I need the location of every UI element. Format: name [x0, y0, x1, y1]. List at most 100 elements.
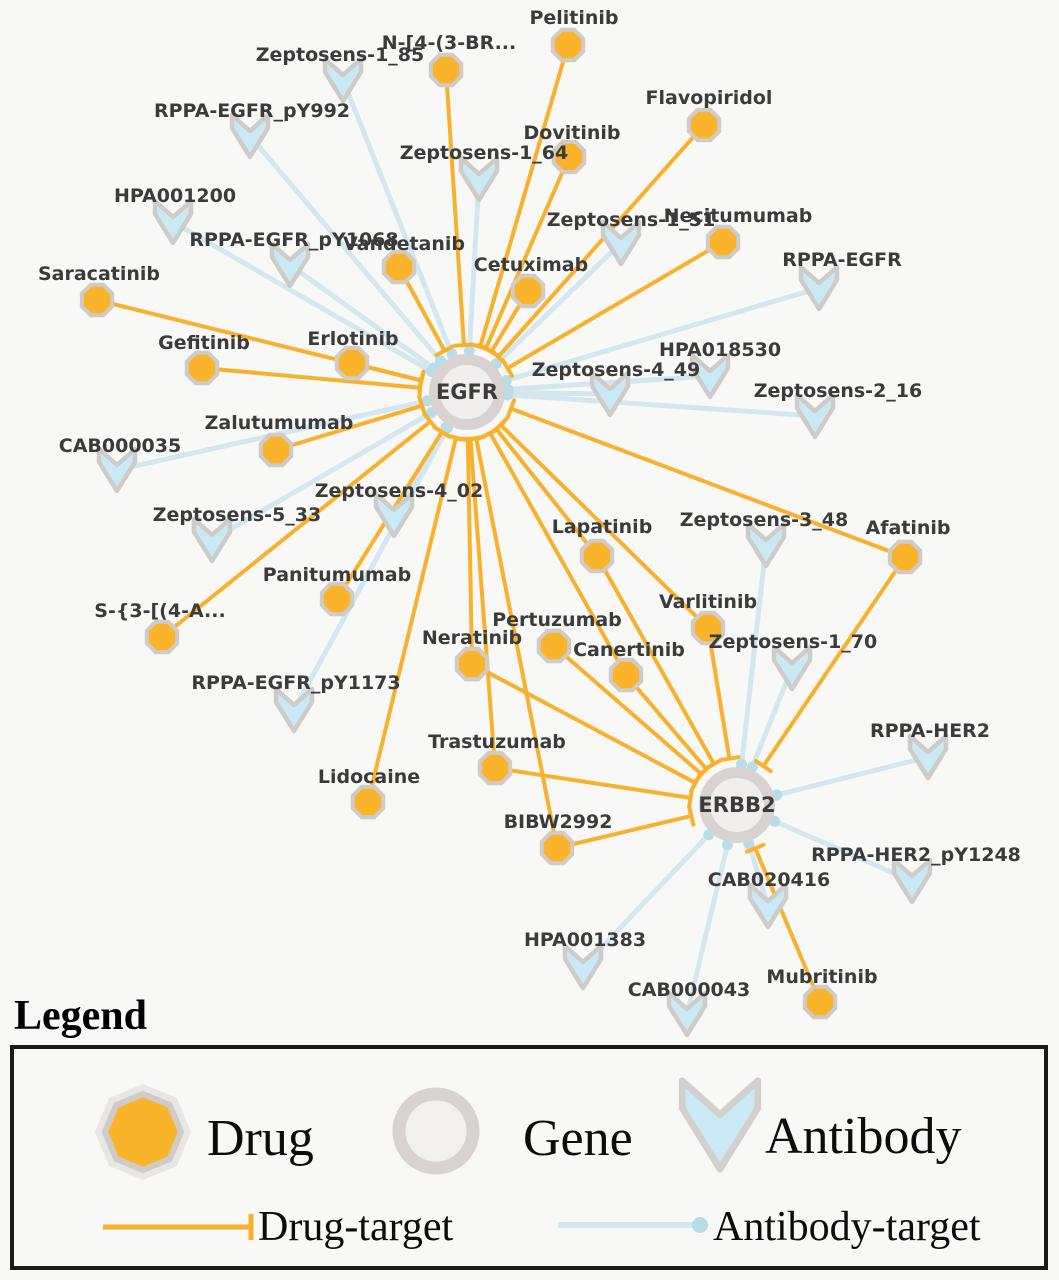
- node-label: Flavopiridol: [646, 87, 773, 109]
- node-label: RPPA-EGFR_pY992: [154, 100, 350, 122]
- drug-target-edge: [474, 437, 559, 849]
- antibody-target-edge: [507, 392, 816, 419]
- drug-edge-tee: [687, 805, 696, 827]
- drug-target-edge: [494, 427, 599, 558]
- drug-target-legend-label: Drug-target: [258, 1204, 454, 1250]
- antibody-node: [771, 644, 813, 692]
- antibody-node: [191, 516, 233, 564]
- drug-node: [319, 581, 355, 617]
- antibody-node: [589, 370, 631, 418]
- node-label: BIBW2992: [504, 811, 613, 833]
- drug-node: [536, 628, 572, 664]
- drug-node: [802, 984, 838, 1020]
- antibody-edge-dot: [463, 345, 475, 357]
- drug-node: [510, 273, 546, 309]
- node-label: HPA001383: [524, 929, 646, 951]
- node-label: S-{3-[(4-A...: [94, 600, 225, 622]
- antibody-target-edge: [171, 219, 433, 374]
- node-label: RPPA-EGFR: [782, 249, 902, 271]
- node-label: Necitumumab: [664, 205, 813, 227]
- drug-edge-tee: [417, 395, 427, 417]
- legend-box: Drug Gene Antibody Drug-target Antibody-…: [10, 1045, 1048, 1270]
- drug-node: [539, 830, 575, 866]
- drug-node: [144, 619, 180, 655]
- legend-title: Legend: [14, 993, 148, 1039]
- drug-edge-tee: [481, 345, 502, 359]
- drug-edge-tee: [744, 842, 766, 854]
- antibody-node: [666, 990, 708, 1038]
- node-label: RPPA-HER2: [870, 720, 990, 742]
- node-label: RPPA-HER2_pY1248: [811, 844, 1021, 866]
- gene-legend-label: Gene: [523, 1110, 633, 1167]
- drug-node: [184, 350, 220, 386]
- antibody-target-legend-line: [558, 1217, 708, 1233]
- antibody-target-edge: [581, 832, 711, 969]
- node-label: HPA001200: [114, 185, 236, 207]
- drug-node: [428, 52, 464, 88]
- drug-target-edge: [624, 673, 709, 771]
- antibody-edge-dot: [502, 389, 514, 401]
- drug-target-edge: [706, 627, 732, 759]
- antibody-legend-icon: [678, 1077, 762, 1173]
- drug-target-edge: [510, 406, 906, 559]
- gene-node-label: ERBB2: [698, 793, 775, 817]
- drug-target-edge: [552, 644, 703, 776]
- node-label: Vandetanib: [343, 233, 465, 255]
- drug-target-edge: [499, 423, 710, 630]
- node-label: Neratinib: [422, 627, 522, 649]
- node-label: Afatinib: [865, 517, 950, 539]
- drug-target-edge: [366, 437, 458, 803]
- node-label: Zeptosens-4_49: [532, 359, 700, 381]
- drug-node: [79, 282, 115, 318]
- gene-node: [699, 767, 775, 843]
- drug-node: [686, 107, 722, 143]
- antibody-target-edge: [466, 178, 482, 352]
- antibody-edges: [116, 79, 929, 1015]
- node-label: Zeptosens-2_16: [754, 380, 922, 402]
- drug-node: [579, 538, 615, 574]
- nodes: EGFR ERBB2: [79, 27, 949, 1038]
- drug-node: [381, 249, 417, 285]
- drug-node: [551, 139, 587, 175]
- node-label: Zeptosens-1_70: [709, 631, 877, 653]
- node-label: RPPA-EGFR_pY1173: [191, 672, 400, 694]
- drug-node: [608, 657, 644, 693]
- drug-target-edge: [465, 438, 474, 665]
- node-label: Varlitinib: [659, 591, 757, 613]
- drug-target-edge: [471, 662, 697, 785]
- antibody-node: [322, 56, 364, 104]
- antibody-target-edge: [684, 844, 730, 1015]
- drug-node: [705, 224, 741, 260]
- antibody-target-edge: [507, 390, 611, 397]
- node-label: Panitumumab: [263, 564, 411, 586]
- antibody-node: [373, 491, 415, 539]
- drug-legend-icon: [95, 1084, 191, 1180]
- gene-node: [429, 354, 505, 430]
- drug-target-edge: [506, 240, 725, 370]
- gene-node-label: EGFR: [436, 380, 498, 404]
- antibody-target-edge: [291, 426, 450, 712]
- antibody-node: [152, 198, 194, 246]
- drug-target-edge: [496, 123, 706, 359]
- drug-target-edge: [478, 44, 570, 348]
- antibody-node: [747, 882, 789, 930]
- antibody-target-edge: [210, 410, 433, 543]
- drug-target-edge: [556, 813, 692, 850]
- drug-edge-tee: [687, 787, 694, 809]
- antibody-node: [458, 155, 500, 203]
- antibody-node: [600, 219, 642, 267]
- antibody-node: [273, 686, 315, 734]
- drug-edge-tee: [505, 398, 517, 419]
- antibody-node: [891, 857, 933, 905]
- node-label: Zeptosens-1_51: [547, 209, 715, 231]
- node-label: Pelitinib: [529, 7, 618, 29]
- node-label: Lapatinib: [552, 516, 653, 538]
- node-label: RPPA-EGFR_pY1068: [189, 229, 398, 251]
- gene-legend-icon: [392, 1087, 480, 1175]
- antibody-node: [689, 352, 731, 400]
- antibody-node: [96, 446, 138, 494]
- drug-edge-tee: [718, 755, 741, 763]
- node-label: HPA018530: [659, 339, 781, 361]
- drug-node: [887, 539, 923, 575]
